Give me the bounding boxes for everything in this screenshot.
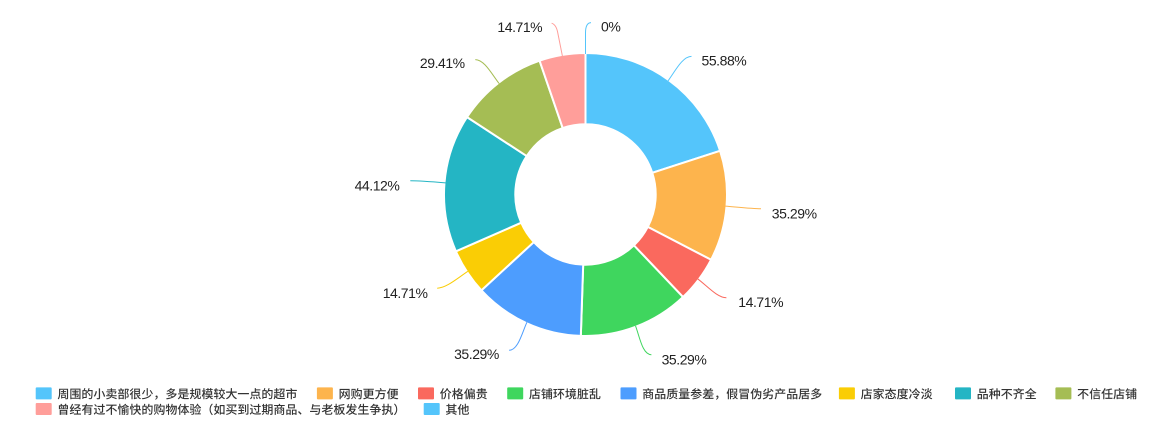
svg-text:35.29%: 35.29% [662, 351, 707, 367]
svg-text:14.71%: 14.71% [383, 285, 428, 301]
svg-text:29.41%: 29.41% [420, 55, 465, 71]
svg-text:35.29%: 35.29% [772, 205, 817, 221]
svg-text:14.71%: 14.71% [497, 19, 542, 35]
svg-text:35.29%: 35.29% [454, 346, 499, 362]
svg-text:55.88%: 55.88% [702, 53, 747, 69]
svg-text:14.71%: 14.71% [738, 294, 783, 310]
svg-text:0%: 0% [601, 19, 620, 35]
svg-text:44.12%: 44.12% [355, 178, 400, 194]
